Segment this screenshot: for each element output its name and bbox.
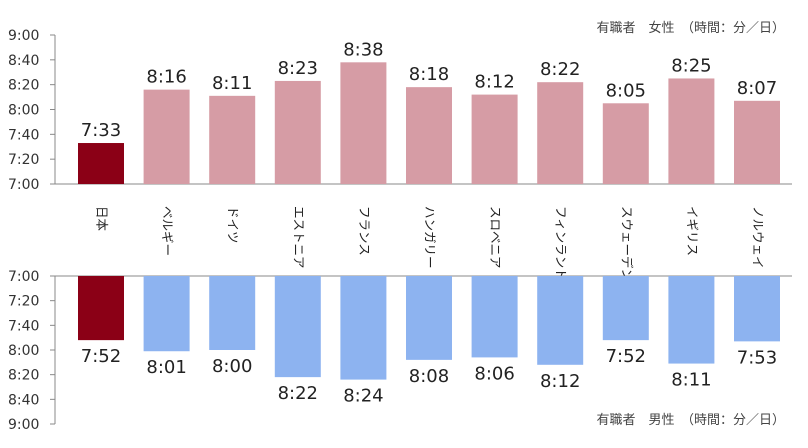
- female-bar: [274, 80, 321, 184]
- male-bar: [274, 276, 321, 378]
- male-bar: [668, 276, 715, 364]
- female-bar: [406, 87, 452, 184]
- female-value-label: 8:12: [474, 72, 514, 93]
- male-bar: [602, 276, 649, 341]
- male-y-tick-label: 8:20: [8, 368, 39, 384]
- male-y-tick-label: 7:20: [8, 294, 39, 310]
- male-bar: [734, 276, 780, 342]
- female-bar: [602, 103, 649, 184]
- male-bar: [406, 276, 452, 360]
- female-y-tick-label: 9:00: [8, 28, 39, 44]
- male-caption: 有職者 男性 （時間：分／日）: [596, 413, 785, 428]
- male-y-tick-label: 7:40: [8, 318, 39, 334]
- male-bar: [78, 276, 124, 341]
- female-value-label: 8:11: [212, 73, 252, 94]
- female-value-label: 7:33: [81, 120, 121, 141]
- female-y-tick-label: 8:20: [8, 78, 39, 94]
- male-bar: [209, 276, 256, 350]
- female-bar: [340, 62, 387, 184]
- male-y-tick-label: 8:00: [8, 343, 39, 359]
- country-label: フィンランド: [554, 206, 569, 281]
- male-value-label: 7:52: [81, 346, 121, 367]
- female-value-label: 8:25: [671, 55, 711, 76]
- female-value-label: 8:38: [343, 39, 383, 60]
- male-bar: [471, 276, 518, 358]
- female-value-label: 8:16: [146, 67, 186, 88]
- male-value-label: 8:24: [343, 386, 383, 407]
- country-label: エストニア: [291, 206, 306, 269]
- country-labels: 日本 ベルギー ドイツ エストニア フランス ハンガリー スロベニア フィンランド スウェーデン…: [95, 206, 766, 281]
- female-value-label: 8:22: [540, 59, 580, 80]
- male-value-label: 8:06: [474, 363, 514, 384]
- female-bar: [209, 95, 256, 184]
- country-label: ハンガリー: [423, 206, 438, 269]
- country-label: イギリス: [685, 206, 700, 256]
- male-value-label: 7:53: [737, 347, 777, 368]
- male-value-label: 8:22: [278, 383, 318, 404]
- country-label: フランス: [357, 206, 372, 256]
- female-y-tick-label: 7:40: [8, 127, 39, 143]
- male-chart: 7:00 7:20 7:40 8:00 8:20 8:40 9:00 7:52 8:01 8:00…: [8, 269, 792, 433]
- female-bar: [734, 100, 780, 184]
- male-y-tick-label: 8:40: [8, 392, 39, 408]
- country-label: 日本: [95, 206, 110, 232]
- female-bar: [78, 143, 124, 184]
- male-value-label: 7:52: [606, 346, 646, 367]
- male-bar: [143, 276, 190, 352]
- female-chart: 9:00 8:40 8:20 8:00 7:40 7:20 7:00 7:33 8:16 8:11…: [8, 28, 792, 193]
- female-value-label: 8:18: [409, 64, 449, 85]
- female-bar: [143, 89, 190, 184]
- male-bar: [537, 276, 584, 365]
- male-value-label: 8:12: [540, 371, 580, 392]
- female-y-tick-label: 8:00: [8, 103, 39, 119]
- country-label: ノルウェイ: [751, 206, 766, 269]
- female-value-label: 8:23: [278, 58, 318, 79]
- male-value-label: 8:01: [146, 357, 186, 378]
- female-y-tick-label: 7:00: [8, 177, 39, 193]
- male-bar: [340, 276, 387, 380]
- male-value-label: 8:00: [212, 356, 252, 377]
- country-label: ベルギー: [160, 206, 175, 256]
- country-label: スウェーデン: [619, 206, 634, 281]
- male-y-tick-label: 9:00: [8, 417, 39, 433]
- female-bar: [537, 82, 584, 184]
- female-value-label: 8:05: [606, 80, 646, 101]
- male-value-label: 8:11: [671, 370, 711, 391]
- country-label: ドイツ: [226, 206, 241, 244]
- female-bar: [471, 94, 518, 184]
- male-y-tick-label: 7:00: [8, 269, 39, 285]
- female-value-label: 8:07: [737, 78, 777, 99]
- female-y-tick-label: 8:40: [8, 53, 39, 69]
- female-y-tick-label: 7:20: [8, 152, 39, 168]
- country-label: スロベニア: [488, 206, 503, 269]
- male-value-label: 8:08: [409, 366, 449, 387]
- female-bar: [668, 78, 715, 184]
- female-caption: 有職者 女性 （時間：分／日）: [596, 20, 785, 36]
